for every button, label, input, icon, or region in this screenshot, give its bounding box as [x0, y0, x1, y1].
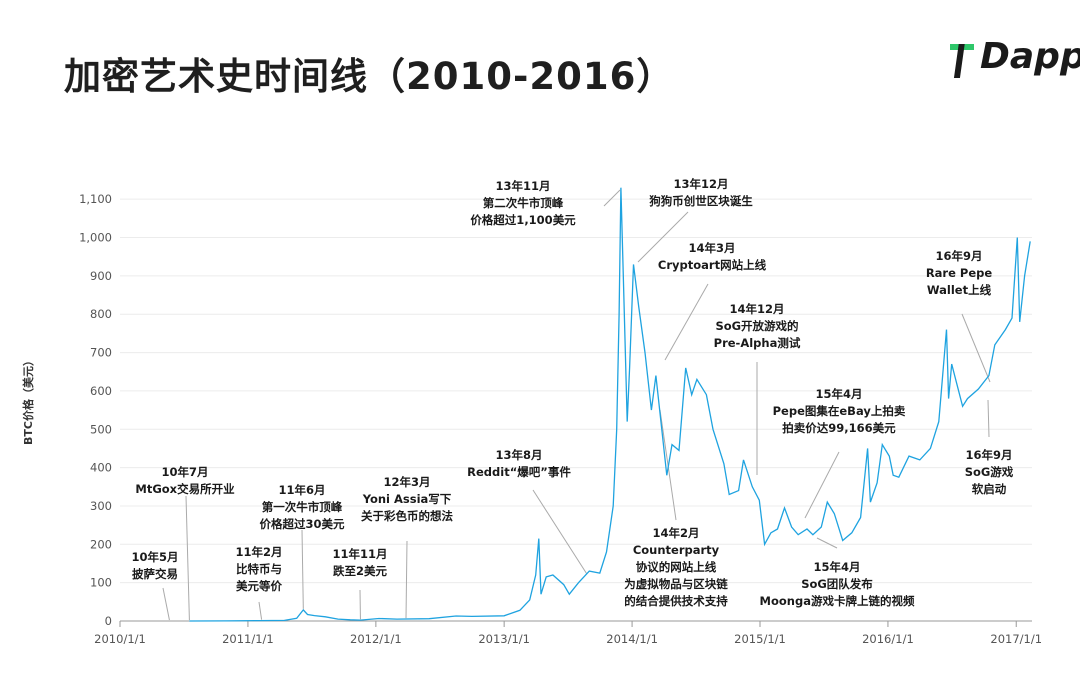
annotation-line: 15年4月: [813, 560, 860, 574]
x-tick-label: 2010/1/1: [94, 632, 146, 646]
x-tick-label: 2016/1/1: [862, 632, 914, 646]
y-tick-label: 500: [90, 422, 112, 436]
annotation-line: 为虚拟物品与区块链: [624, 577, 728, 591]
annotation-line: Pepe图集在eBay上拍卖: [773, 404, 906, 418]
annotation-line: Moonga游戏卡牌上链的视频: [760, 594, 915, 608]
dapp-logo: Dapp: [944, 36, 1080, 88]
logo-mark-icon: [950, 44, 974, 78]
annotation-line: 14年12月: [729, 302, 784, 316]
y-tick-label: 300: [90, 499, 112, 513]
annotation-line: 美元等价: [236, 579, 282, 593]
annotation-line: 10年7月: [161, 465, 208, 479]
annotation-line: 16年9月: [935, 249, 982, 263]
annotation: 15年4月 SoG团队发布 Moonga游戏卡牌上链的视频: [760, 560, 915, 608]
annotation-leader-line: [816, 537, 838, 549]
y-tick-label: 0: [105, 614, 112, 628]
page-title: 加密艺术史时间线（2010-2016）: [64, 55, 675, 98]
logo-text: Dapp: [980, 36, 1080, 77]
annotation: 16年9月 Rare Pepe Wallet上线: [926, 249, 993, 297]
annotation: 14年12月 SoG开放游戏的 Pre-Alpha测试: [714, 302, 801, 350]
y-tick-label: 100: [90, 576, 112, 590]
annotation-leader-line: [532, 489, 588, 575]
x-tick-label: 2012/1/1: [350, 632, 402, 646]
y-tick-label: 1,100: [79, 192, 112, 206]
y-tick-label: 1,000: [79, 231, 112, 245]
annotation-leader-line: [405, 540, 408, 619]
annotation-line: 15年4月: [815, 387, 862, 401]
y-tick-label: 600: [90, 384, 112, 398]
annotation-line: 16年9月: [965, 448, 1012, 462]
annotation-line: MtGox交易所开业: [135, 482, 235, 496]
annotation-line: 11年6月: [278, 483, 325, 497]
annotation-line: Counterparty: [633, 543, 720, 557]
annotation-line: Rare Pepe: [926, 266, 993, 280]
annotation-line: 11年2月: [235, 545, 282, 559]
annotation: 13年8月 Reddit“爆吧”事件: [467, 448, 571, 479]
annotation-leader-line: [258, 601, 263, 620]
annotation-line: 11年11月: [332, 547, 387, 561]
annotation-leader-line: [987, 399, 990, 438]
y-tick-label: 800: [90, 307, 112, 321]
annotation-line: 14年2月: [652, 526, 699, 540]
annotation-line: 拍卖价达99,166美元: [782, 421, 896, 435]
annotation-line: Cryptoart网站上线: [658, 258, 767, 272]
annotation-line: Pre-Alpha测试: [714, 336, 801, 350]
x-tick-label: 2014/1/1: [606, 632, 658, 646]
annotation-line: 软启动: [972, 482, 1007, 496]
annotation-line: 价格超过30美元: [259, 517, 345, 531]
annotation-leader-line: [804, 451, 840, 519]
annotation-leader-line: [162, 587, 170, 621]
x-tick-label: 2017/1/1: [990, 632, 1042, 646]
annotation-line: 关于彩色币的想法: [361, 509, 453, 523]
annotation-line: SoG团队发布: [801, 577, 873, 591]
annotation-line: 13年8月: [495, 448, 542, 462]
y-tick-label: 700: [90, 346, 112, 360]
annotation-line: 12年3月: [383, 475, 430, 489]
annotation-leader-line: [961, 313, 991, 383]
annotation-line: 协议的网站上线: [636, 560, 717, 574]
annotation-line: 的结合提供技术支持: [624, 594, 728, 608]
annotation: 14年3月 Cryptoart网站上线: [658, 241, 767, 272]
annotation-line: 跌至2美元: [333, 564, 388, 578]
x-tick-label: 2011/1/1: [222, 632, 274, 646]
annotation-leader-line: [637, 211, 689, 263]
annotation-leader-line: [603, 189, 621, 207]
annotation-line: 10年5月: [131, 550, 178, 564]
annotation-line: 14年3月: [688, 241, 735, 255]
annotation-line: SoG游戏: [965, 465, 1014, 479]
annotation-line: 第一次牛市顶峰: [262, 500, 343, 514]
annotation-line: 比特币与: [236, 562, 282, 576]
x-tick-label: 2013/1/1: [478, 632, 530, 646]
annotation-leader-line: [185, 495, 190, 621]
annotation: 10年7月 MtGox交易所开业: [135, 465, 235, 496]
annotation-line: 13年12月: [673, 177, 728, 191]
annotation-line: Wallet上线: [927, 283, 992, 297]
annotation-line: Reddit“爆吧”事件: [467, 465, 571, 479]
annotation-line: SoG开放游戏的: [715, 319, 798, 333]
annotation-line: Yoni Assia写下: [362, 492, 452, 506]
annotation-leader-line: [301, 529, 304, 609]
x-tick-label: 2015/1/1: [734, 632, 786, 646]
annotation-line: 13年11月: [495, 179, 550, 193]
y-tick-label: 200: [90, 537, 112, 551]
y-tick-label: 400: [90, 461, 112, 475]
annotation-leader-line: [664, 283, 709, 361]
annotation-line: 狗狗币创世区块诞生: [648, 194, 753, 208]
annotation-line: 价格超过1,100美元: [470, 213, 576, 227]
y-tick-label: 900: [90, 269, 112, 283]
annotation: 14年2月 Counterparty 协议的网站上线为虚拟物品与区块链的结合提供技术…: [624, 526, 728, 608]
price-series-line: [189, 187, 1031, 622]
annotation-line: 披萨交易: [132, 567, 178, 581]
annotation-line: 第二次牛市顶峰: [483, 196, 564, 210]
